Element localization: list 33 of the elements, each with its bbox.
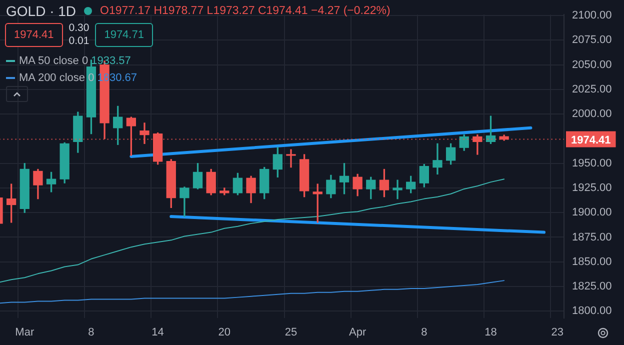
y-tick-label: 1925.00 (572, 182, 612, 194)
annotation: 1974.41 (5, 23, 63, 47)
x-tick-label: 25 (284, 326, 298, 339)
candlestick (392, 180, 402, 200)
annotation: 0.30 (68, 22, 90, 35)
y-tick-label: 2025.00 (572, 83, 612, 96)
x-tick-label: 8 (88, 326, 94, 339)
y-tick-label: 2050.00 (572, 58, 612, 71)
x-tick-label: 20 (218, 326, 231, 339)
x-tick-label: 23 (551, 326, 564, 339)
ref-line-label: 1974.41 (571, 134, 611, 146)
y-tick-label: 1850.00 (572, 256, 612, 268)
y-tick-label: 1875.00 (572, 231, 612, 244)
chart-title: GOLD · 1D (6, 3, 76, 19)
legend-label: MA 200 close 0 (19, 72, 96, 84)
chart-subtitle: O1977.17 H1978.77 L1973.27 C1974.41 −4.27 (−0.22%) (100, 5, 390, 17)
x-tick-label: Mar (15, 326, 34, 339)
y-tick-label: 2000.00 (572, 108, 612, 120)
candlestick (286, 149, 296, 168)
x-tick-label: 18 (484, 326, 497, 339)
y-tick-label: 2075.00 (572, 34, 612, 46)
annotation: 1933.57 (91, 55, 131, 67)
annotation: 0.01 (68, 35, 90, 48)
legend-label: MA 50 close 0 (19, 55, 90, 67)
y-tick-label: 1900.00 (572, 206, 612, 219)
y-tick-label: 1950.00 (572, 157, 612, 170)
y-tick-label: 2100.00 (572, 10, 612, 22)
x-tick-label: 14 (152, 326, 164, 339)
x-tick-label: 8 (421, 326, 428, 339)
y-tick-label: 1800.00 (572, 305, 612, 318)
y-tick-label: 1825.00 (572, 280, 612, 293)
annotation: 1974.71 (95, 23, 153, 47)
x-tick-label: Apr (349, 326, 366, 339)
